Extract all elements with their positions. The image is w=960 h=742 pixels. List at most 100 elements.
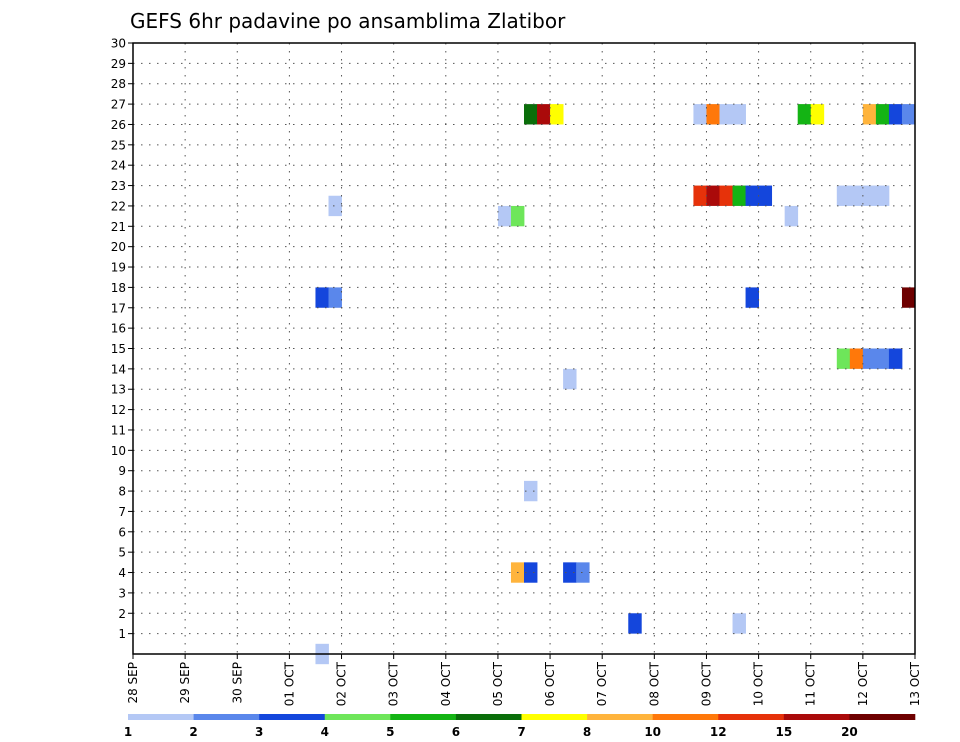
y-tick-label: 11 <box>111 423 126 437</box>
legend-level-label: 1 <box>124 725 132 739</box>
y-tick-label: 26 <box>111 118 126 132</box>
heatmap-cell <box>875 348 890 369</box>
x-tick-label: 29 SEP <box>178 662 192 704</box>
y-tick-label: 7 <box>118 505 126 519</box>
heatmap-cell <box>732 613 746 634</box>
legend-level-label: 15 <box>775 725 792 739</box>
y-tick-label: 9 <box>118 464 126 478</box>
heatmap-cell <box>888 104 903 125</box>
y-tick-label: 10 <box>111 444 126 458</box>
heatmap-cell <box>784 205 799 227</box>
heatmap-cell <box>849 185 864 206</box>
heatmap-cell <box>537 104 551 125</box>
heatmap-cell <box>628 613 642 634</box>
y-tick-label: 4 <box>118 566 126 580</box>
heatmap-cell <box>836 348 851 369</box>
heatmap-cell <box>862 185 877 206</box>
x-tick-label: 05 OCT <box>491 661 505 706</box>
legend-level-label: 3 <box>255 725 263 739</box>
legend-swatch <box>587 714 653 720</box>
x-tick-label: 30 SEP <box>230 662 244 704</box>
heatmap-cell <box>510 205 525 227</box>
y-tick-label: 20 <box>111 240 126 254</box>
legend-swatch <box>390 714 457 720</box>
x-tick-label: 01 OCT <box>282 661 296 706</box>
heatmap-cell <box>862 104 877 125</box>
grid-lines <box>133 42 915 654</box>
y-tick-label: 16 <box>111 322 126 336</box>
heatmap-cell <box>328 287 342 308</box>
legend-swatch <box>259 714 326 720</box>
heatmap-cell <box>875 104 890 125</box>
y-tick-label: 24 <box>111 159 126 173</box>
y-tick-label: 1 <box>118 627 126 641</box>
heatmap-cell <box>706 185 720 206</box>
heatmap-cell <box>836 185 851 206</box>
y-tick-label: 8 <box>118 485 126 499</box>
y-tick-label: 30 <box>111 37 126 51</box>
heatmap-cell <box>888 348 903 369</box>
x-tick-label: 06 OCT <box>543 661 557 706</box>
heatmap-cell <box>745 287 759 308</box>
legend-swatch <box>521 714 588 720</box>
legend-level-label: 2 <box>189 725 197 739</box>
x-tick-label: 13 OCT <box>908 661 922 706</box>
heatmap-cell <box>732 104 746 125</box>
heatmap-cell <box>758 185 773 206</box>
x-tick-label: 08 OCT <box>647 661 661 706</box>
heatmap-cell <box>315 287 329 308</box>
legend-swatch <box>324 714 391 720</box>
heatmap-cell <box>901 104 916 125</box>
legend-swatch <box>455 714 522 720</box>
y-tick-label: 6 <box>118 525 126 539</box>
legend-level-label: 5 <box>386 725 394 739</box>
legend-level-label: 6 <box>452 725 460 739</box>
heatmap-cell <box>524 104 538 125</box>
y-tick-label: 21 <box>111 220 126 234</box>
y-tick-label: 15 <box>111 342 126 356</box>
legend-level-label: 8 <box>583 725 591 739</box>
legend-swatch <box>718 714 785 720</box>
heatmap-cell <box>693 104 707 125</box>
heatmap-cell <box>497 205 512 227</box>
y-tick-label: 27 <box>111 98 126 112</box>
chart-title: GEFS 6hr padavine po ansamblima Zlatibor <box>130 9 566 33</box>
heatmap-cell <box>875 185 890 206</box>
heatmap-cell <box>706 104 720 125</box>
x-tick-label: 03 OCT <box>387 661 401 706</box>
heatmap-cell <box>719 185 733 206</box>
color-legend: 1 2 3 4 5 6 7 8 10 12 15 20 <box>124 714 916 739</box>
x-tick-label: 12 OCT <box>856 661 870 706</box>
heatmap-cell <box>719 104 733 125</box>
legend-level-label: 10 <box>644 725 661 739</box>
y-tick-label: 29 <box>111 57 126 71</box>
x-tick-label: 09 OCT <box>699 661 713 706</box>
legend-swatch <box>652 714 719 720</box>
x-axis: 28 SEP 29 SEP 30 SEP 01 OCT 02 OCT 03 OCT 04 O… <box>126 654 922 706</box>
heatmap-cells <box>315 104 916 665</box>
y-tick-label: 2 <box>118 607 126 621</box>
heatmap-cell <box>745 185 759 206</box>
heatmap-cell <box>693 185 707 206</box>
x-tick-label: 02 OCT <box>335 661 349 706</box>
y-tick-label: 14 <box>111 362 126 376</box>
legend-swatch <box>128 714 194 720</box>
y-tick-label: 12 <box>111 403 126 417</box>
heatmap-cell <box>810 104 825 125</box>
y-tick-label: 5 <box>118 546 126 560</box>
heatmap-cell <box>862 348 877 369</box>
y-tick-label: 13 <box>111 383 126 397</box>
legend-level-label: 20 <box>841 725 858 739</box>
heatmap-cell <box>849 348 864 369</box>
heatmap-cell <box>563 368 577 390</box>
y-tick-label: 25 <box>111 138 126 152</box>
x-tick-label: 28 SEP <box>126 662 140 704</box>
legend-level-label: 4 <box>321 725 329 739</box>
y-tick-label: 19 <box>111 261 126 275</box>
x-tick-label: 10 OCT <box>752 661 766 706</box>
legend-level-label: 7 <box>517 725 525 739</box>
y-tick-label: 22 <box>111 199 126 213</box>
heatmap-cell <box>732 185 746 206</box>
legend-swatch <box>783 714 850 720</box>
x-tick-label: 07 OCT <box>595 661 609 706</box>
